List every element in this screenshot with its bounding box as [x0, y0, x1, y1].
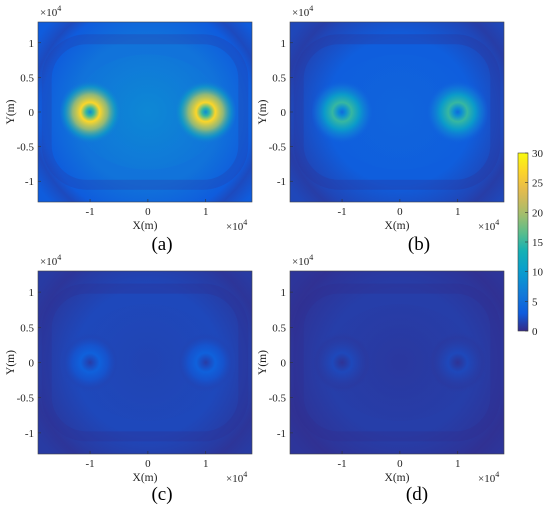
y-axis-label: Y(m) — [257, 99, 269, 124]
y-tick-label: 1 — [29, 287, 35, 299]
minimum-ring — [293, 34, 501, 190]
y-tick-label: 0 — [29, 107, 35, 119]
x-tick-label: 0 — [145, 206, 151, 218]
panel-2: -1 0 1 1 0.5 0 -0.5 -1 X(m) Y(m) ×104 ×104 (b) — [257, 4, 505, 255]
x-axis-label: X(m) — [385, 220, 410, 232]
x-tick-label: 1 — [455, 206, 461, 218]
source-hotspot — [60, 78, 121, 146]
source-hotspot — [175, 78, 236, 146]
x-tick-label: 0 — [397, 458, 403, 470]
panel-1: -1 0 1 1 0.5 0 -0.5 -1 X(m) Y(m) ×104 ×104 (a) — [5, 4, 253, 255]
x-tick-label: 1 — [455, 458, 461, 470]
y-exponent-label: ×104 — [292, 253, 313, 268]
x-tick-label: -1 — [85, 458, 94, 470]
minimum-ring — [41, 283, 249, 442]
panel-4: -1 0 1 1 0.5 0 -0.5 -1 X(m) Y(m) ×104 ×104 (d) — [257, 253, 505, 505]
x-exponent-label: ×104 — [478, 470, 499, 485]
y-axis-label: Y(m) — [5, 99, 17, 124]
central-region — [72, 54, 223, 170]
source-hotspot — [60, 328, 121, 397]
y-tick-label: 0.5 — [272, 322, 286, 334]
x-tick-label: 1 — [203, 458, 209, 470]
panel-label: (c) — [151, 484, 172, 505]
x-exponent-label: ×104 — [478, 218, 499, 233]
panel-label: (b) — [408, 234, 430, 255]
central-region — [72, 303, 223, 422]
x-tick-label: -1 — [85, 206, 94, 218]
y-tick-label: -0.5 — [269, 142, 287, 154]
x-tick-label: -1 — [337, 458, 346, 470]
y-axis-label: Y(m) — [5, 350, 17, 375]
colorbar-tick-label: 30 — [532, 148, 544, 160]
y-tick-label: 0.5 — [272, 72, 286, 84]
x-tick-label: 0 — [397, 206, 403, 218]
y-tick-label: -1 — [25, 176, 34, 188]
y-tick-label: 1 — [29, 38, 35, 50]
source-hotspot — [427, 328, 488, 397]
source-hotspot — [312, 328, 373, 397]
x-tick-label: 1 — [203, 206, 209, 218]
source-hotspot — [427, 78, 488, 146]
x-tick-label: -1 — [337, 206, 346, 218]
central-region — [324, 303, 475, 422]
minimum-ring — [41, 34, 249, 190]
y-axis-label: Y(m) — [257, 350, 269, 375]
y-tick-label: 0 — [29, 358, 35, 370]
y-tick-label: -1 — [277, 176, 286, 188]
colorbar-tick-label: 25 — [532, 178, 544, 190]
colorbar-tick-label: 20 — [532, 207, 544, 219]
source-hotspot — [175, 328, 236, 397]
y-tick-label: 0.5 — [20, 72, 34, 84]
y-tick-label: -0.5 — [17, 142, 35, 154]
y-tick-label: 0.5 — [20, 322, 34, 334]
y-tick-label: -0.5 — [269, 393, 287, 405]
y-tick-label: -1 — [25, 428, 34, 440]
colorbar-tick-label: 5 — [532, 296, 538, 308]
y-tick-label: 0 — [281, 358, 287, 370]
x-axis-label: X(m) — [385, 472, 410, 484]
x-axis-label: X(m) — [133, 220, 158, 232]
x-tick-label: 0 — [145, 458, 151, 470]
colorbar-tick-label: 0 — [532, 326, 538, 338]
panel-label: (d) — [406, 484, 428, 505]
colorbar: 0 5 10 15 20 25 30 — [517, 148, 544, 338]
colorbar-tick-label: 15 — [532, 237, 544, 249]
panel-3: -1 0 1 1 0.5 0 -0.5 -1 X(m) Y(m) ×104 ×104 (c) — [5, 253, 253, 505]
y-tick-label: 1 — [281, 287, 287, 299]
x-exponent-label: ×104 — [226, 218, 247, 233]
x-axis-label: X(m) — [133, 472, 158, 484]
y-exponent-label: ×104 — [40, 4, 61, 19]
central-region — [324, 54, 475, 170]
y-exponent-label: ×104 — [292, 4, 313, 19]
source-hotspot — [312, 78, 373, 146]
y-tick-label: 0 — [281, 107, 287, 119]
y-exponent-label: ×104 — [40, 253, 61, 268]
minimum-ring — [293, 283, 501, 442]
y-tick-label: -0.5 — [17, 393, 35, 405]
panels: -1 0 1 1 0.5 0 -0.5 -1 X(m) Y(m) ×104 ×104 (a) -1 0 1 1 0… — [5, 4, 505, 505]
y-tick-label: -1 — [277, 428, 286, 440]
colorbar-tick-label: 10 — [532, 267, 544, 279]
x-exponent-label: ×104 — [226, 470, 247, 485]
y-tick-label: 1 — [281, 38, 287, 50]
panel-label: (a) — [151, 234, 172, 255]
